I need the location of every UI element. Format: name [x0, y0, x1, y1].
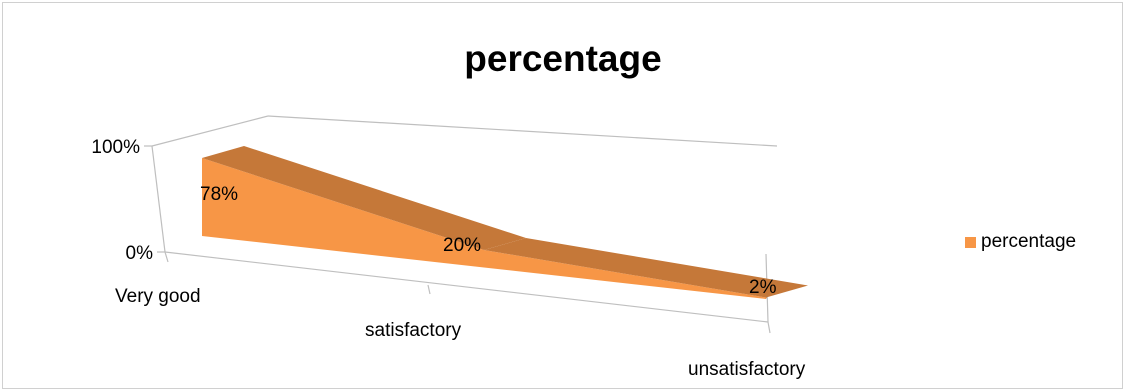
x-axis-start-tick [164, 251, 169, 263]
data-label: 20% [443, 235, 481, 256]
area-top-face [202, 146, 526, 250]
area-front-face [202, 158, 766, 299]
x-tick-label: Very good [115, 286, 201, 307]
legend-label: percentage [981, 231, 1077, 252]
y-tick-label: 0% [126, 243, 154, 264]
y-axis-line [151, 145, 166, 253]
data-label: 78% [200, 184, 238, 205]
x-tick-label: satisfactory [365, 320, 462, 341]
back-wall-top-edge [267, 115, 778, 147]
data-label: 2% [749, 277, 777, 298]
back-wall-left-edge [151, 115, 269, 147]
area-side-face [766, 285, 771, 299]
chart-title: percentage [464, 38, 662, 79]
y-tick-label: 100% [91, 137, 140, 158]
legend: percentage [965, 231, 1076, 253]
x-axis-mid-tick [427, 284, 431, 295]
x-axis-line [164, 251, 769, 323]
area-top-face [484, 238, 808, 298]
x-tick-label: unsatisfactory [688, 359, 806, 380]
x-axis-end-tick [767, 321, 771, 334]
legend-swatch [965, 236, 976, 248]
